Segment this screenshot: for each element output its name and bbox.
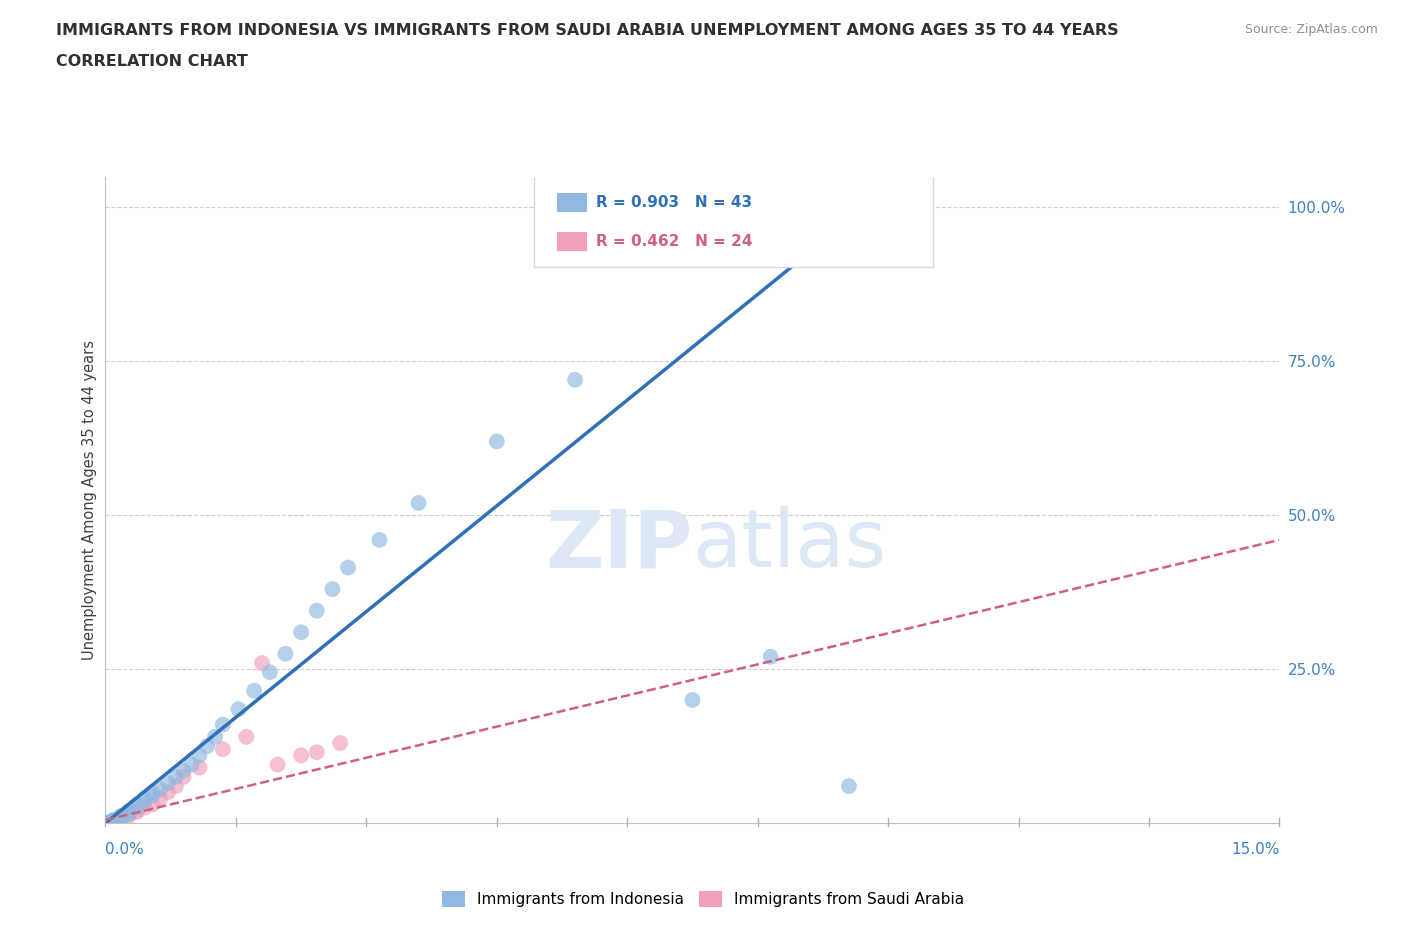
Legend: Immigrants from Indonesia, Immigrants from Saudi Arabia: Immigrants from Indonesia, Immigrants fr… [436,884,970,913]
Point [94,815,117,830]
Point [165,778,187,793]
Point [110,809,132,824]
Point [103,813,125,828]
Point [195,738,218,753]
Point [149,782,172,797]
Point [103,813,125,828]
Point [329,736,352,751]
Point [368,533,391,548]
Point [141,788,163,803]
Point [188,760,211,775]
Point [173,769,195,784]
Point [211,742,233,757]
Point [125,804,148,819]
Point [118,804,141,818]
Point [149,791,172,806]
Point [838,778,860,793]
Point [125,797,148,812]
Point [290,748,312,763]
Point [110,809,132,824]
Point [290,625,312,640]
Text: atlas: atlas [692,506,887,584]
Text: 0.0%: 0.0% [105,842,145,857]
Point [103,815,125,830]
Bar [557,193,586,212]
Y-axis label: Unemployment Among Ages 35 to 44 years: Unemployment Among Ages 35 to 44 years [82,339,97,660]
Point [204,729,226,744]
Text: IMMIGRANTS FROM INDONESIA VS IMMIGRANTS FROM SAUDI ARABIA UNEMPLOYMENT AMONG AGE: IMMIGRANTS FROM INDONESIA VS IMMIGRANTS … [56,23,1119,38]
Point [94,816,117,830]
Text: ZIP: ZIP [546,506,692,584]
Text: R = 0.462   N = 24: R = 0.462 N = 24 [596,233,752,249]
Point [266,757,288,772]
Point [125,804,148,818]
Point [134,800,156,815]
Point [485,434,508,449]
Point [305,604,328,618]
Point [118,806,141,821]
Point [103,814,125,829]
Text: 15.0%: 15.0% [1232,842,1279,857]
Point [274,646,297,661]
Point [173,764,195,778]
Point [110,812,132,827]
Point [110,808,132,823]
Point [134,791,156,806]
Point [125,800,148,815]
FancyBboxPatch shape [534,174,934,267]
Bar [557,232,586,251]
Point [165,769,187,784]
Point [103,813,125,828]
Point [110,812,132,827]
Point [118,806,141,821]
Point [681,693,703,708]
Point [141,797,163,812]
Point [243,684,266,698]
Point [211,717,233,732]
Point [759,649,782,664]
Point [180,757,202,772]
Point [564,372,586,387]
Point [118,804,141,819]
Text: CORRELATION CHART: CORRELATION CHART [56,54,247,69]
Point [235,729,257,744]
Point [157,776,180,790]
Point [259,665,281,680]
Point [157,785,180,800]
Text: Source: ZipAtlas.com: Source: ZipAtlas.com [1244,23,1378,36]
Point [103,815,125,830]
Point [321,581,343,596]
Point [337,560,360,575]
Point [134,794,156,809]
Point [118,808,141,823]
Text: R = 0.903   N = 43: R = 0.903 N = 43 [596,195,752,210]
Point [110,811,132,826]
Point [305,745,328,760]
Point [250,656,273,671]
Point [228,702,250,717]
Point [188,748,211,763]
Point [408,496,430,511]
Point [141,785,163,800]
Point [94,816,117,830]
Point [110,811,132,826]
